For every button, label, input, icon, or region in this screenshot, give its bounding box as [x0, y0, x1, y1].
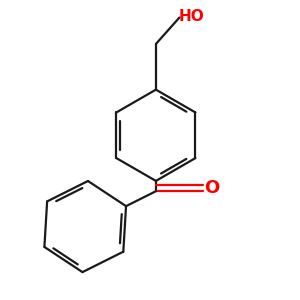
Text: O: O — [204, 179, 220, 197]
Text: HO: HO — [178, 8, 204, 23]
